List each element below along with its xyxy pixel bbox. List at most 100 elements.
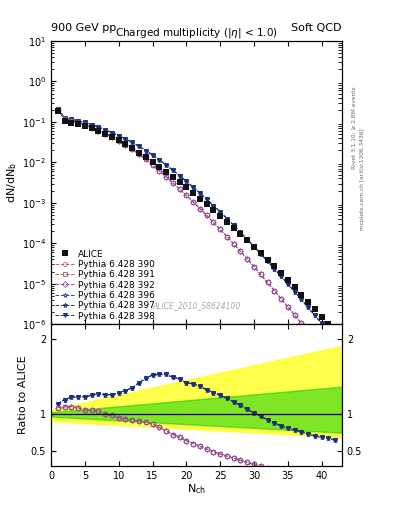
Pythia 6.428 392 <box>69 118 74 124</box>
Pythia 6.428 390 <box>164 174 169 180</box>
ALICE <box>204 201 209 207</box>
Pythia 6.428 398 <box>55 106 60 112</box>
Pythia 6.428 398 <box>285 281 290 287</box>
Pythia 6.428 397 <box>292 289 297 295</box>
Pythia 6.428 396 <box>319 321 324 327</box>
Pythia 6.428 390 <box>69 118 74 124</box>
ALICE <box>184 184 189 190</box>
Pythia 6.428 396 <box>224 216 229 222</box>
Pythia 6.428 390 <box>326 354 331 360</box>
Pythia 6.428 398 <box>258 251 263 257</box>
Pythia 6.428 396 <box>252 244 256 250</box>
Pythia 6.428 398 <box>204 196 209 202</box>
Pythia 6.428 398 <box>96 124 101 130</box>
Pythia 6.428 396 <box>137 143 141 150</box>
Pythia 6.428 391 <box>252 264 256 270</box>
Pythia 6.428 390 <box>238 248 243 254</box>
Pythia 6.428 390 <box>333 363 338 369</box>
Pythia 6.428 390 <box>130 146 135 153</box>
ALICE <box>272 263 277 269</box>
Pythia 6.428 397 <box>116 133 121 139</box>
Pythia 6.428 398 <box>76 118 81 124</box>
Text: Soft QCD: Soft QCD <box>292 23 342 33</box>
Pythia 6.428 390 <box>218 226 222 232</box>
Pythia 6.428 392 <box>143 156 148 162</box>
Pythia 6.428 390 <box>116 138 121 144</box>
Pythia 6.428 392 <box>116 138 121 144</box>
Pythia 6.428 396 <box>157 157 162 163</box>
Pythia 6.428 392 <box>252 264 256 270</box>
Pythia 6.428 397 <box>177 173 182 179</box>
Pythia 6.428 396 <box>150 152 155 158</box>
Pythia 6.428 392 <box>258 271 263 278</box>
Pythia 6.428 397 <box>69 116 74 122</box>
Pythia 6.428 390 <box>312 337 317 344</box>
Line: Pythia 6.428 396: Pythia 6.428 396 <box>55 106 338 342</box>
ALICE <box>238 231 243 237</box>
Pythia 6.428 397 <box>157 157 162 163</box>
Pythia 6.428 397 <box>238 229 243 236</box>
Pythia 6.428 396 <box>130 139 135 145</box>
Pythia 6.428 390 <box>96 127 101 134</box>
Pythia 6.428 397 <box>306 305 310 311</box>
Pythia 6.428 397 <box>245 237 250 243</box>
Pythia 6.428 391 <box>198 205 202 211</box>
Text: ALICE_2010_S8624100: ALICE_2010_S8624100 <box>152 301 241 310</box>
Pythia 6.428 391 <box>312 337 317 344</box>
Pythia 6.428 396 <box>164 162 169 168</box>
Pythia 6.428 391 <box>204 212 209 219</box>
Pythia 6.428 398 <box>198 190 202 196</box>
Pythia 6.428 390 <box>62 116 67 122</box>
Pythia 6.428 398 <box>62 115 67 121</box>
Pythia 6.428 398 <box>150 152 155 158</box>
Pythia 6.428 397 <box>204 196 209 202</box>
Pythia 6.428 391 <box>123 142 128 148</box>
Pythia 6.428 392 <box>224 233 229 240</box>
Pythia 6.428 398 <box>319 321 324 327</box>
Line: Pythia 6.428 392: Pythia 6.428 392 <box>56 108 337 368</box>
ALICE <box>96 128 101 134</box>
ALICE <box>252 244 256 250</box>
Pythia 6.428 392 <box>238 248 243 254</box>
Pythia 6.428 396 <box>204 196 209 202</box>
Pythia 6.428 392 <box>198 205 202 211</box>
Pythia 6.428 391 <box>306 329 310 335</box>
Pythia 6.428 392 <box>191 199 195 205</box>
ALICE <box>103 131 108 137</box>
Pythia 6.428 391 <box>191 199 195 205</box>
Pythia 6.428 392 <box>157 168 162 174</box>
Pythia 6.428 391 <box>157 168 162 174</box>
Pythia 6.428 392 <box>279 295 283 302</box>
Pythia 6.428 397 <box>184 178 189 184</box>
Pythia 6.428 397 <box>285 281 290 287</box>
Pythia 6.428 392 <box>285 304 290 310</box>
Pythia 6.428 398 <box>238 229 243 236</box>
Pythia 6.428 390 <box>306 329 310 335</box>
ALICE <box>116 137 121 143</box>
ALICE <box>62 118 67 124</box>
Pythia 6.428 392 <box>130 146 135 153</box>
Pythia 6.428 390 <box>191 199 195 205</box>
Pythia 6.428 398 <box>89 121 94 127</box>
Pythia 6.428 391 <box>110 134 114 140</box>
Pythia 6.428 390 <box>177 186 182 192</box>
Pythia 6.428 392 <box>292 312 297 318</box>
X-axis label: N$_\mathregular{ch}$: N$_\mathregular{ch}$ <box>187 482 206 496</box>
Pythia 6.428 392 <box>76 120 81 126</box>
ALICE <box>306 298 310 305</box>
Pythia 6.428 392 <box>204 212 209 219</box>
Pythia 6.428 397 <box>130 139 135 145</box>
Pythia 6.428 392 <box>83 122 87 128</box>
Pythia 6.428 392 <box>103 131 108 137</box>
Pythia 6.428 392 <box>89 124 94 131</box>
Pythia 6.428 391 <box>116 138 121 144</box>
Pythia 6.428 392 <box>137 151 141 157</box>
ALICE <box>150 159 155 165</box>
Pythia 6.428 392 <box>231 241 236 247</box>
ALICE <box>123 141 128 147</box>
Pythia 6.428 396 <box>83 119 87 125</box>
Pythia 6.428 391 <box>258 271 263 278</box>
Pythia 6.428 390 <box>319 346 324 352</box>
Pythia 6.428 390 <box>252 264 256 270</box>
Pythia 6.428 391 <box>76 120 81 126</box>
